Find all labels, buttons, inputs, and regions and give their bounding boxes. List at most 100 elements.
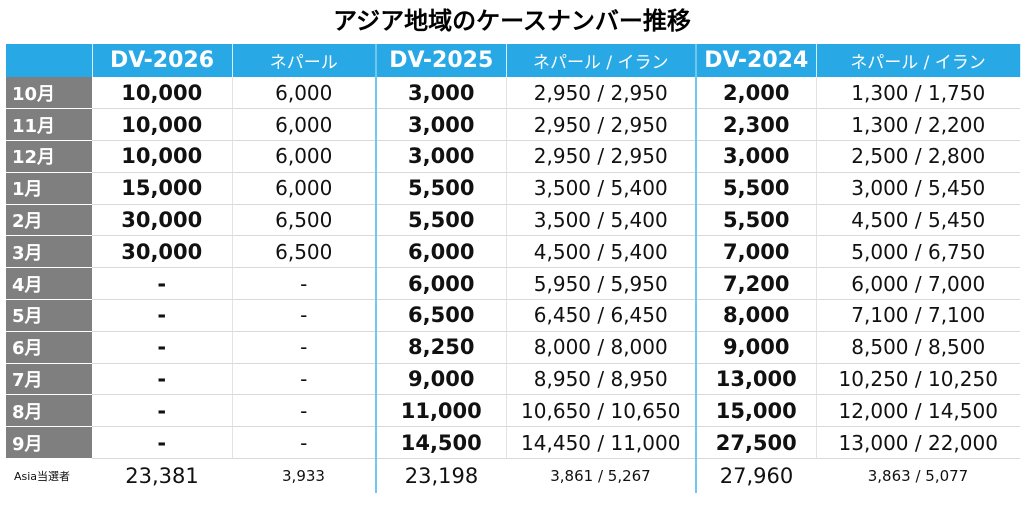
dv-2024-cell: 15,000 — [695, 394, 817, 428]
footer-nepal-2026: 3,933 — [282, 466, 325, 485]
header-nepal-2026: ネパール — [232, 44, 377, 77]
dv-2024-cell: 5,500 — [695, 204, 817, 237]
header-corner — [6, 44, 93, 77]
header-dv-2026: DV-2026 — [92, 44, 233, 77]
table-row: 9月 - -14,500 14,450 / 11,000 27,500 13,000 / … — [6, 426, 1020, 460]
month-cell: 4月 — [6, 267, 92, 301]
month-cell: 1月 — [6, 172, 92, 205]
dv-2024-cell: 5,500 — [695, 172, 817, 205]
header-row: DV-2026 ネパール DV-2025 ネパール / イラン DV-2024 … — [6, 44, 1021, 77]
nepal-2026-cell: - — [232, 426, 377, 460]
nepal-2026-cell: 6,000 — [232, 172, 377, 205]
dv-2025-cell: 6,000 — [375, 267, 507, 301]
nepal-2026-cell: 6,000 — [232, 108, 377, 142]
dv-2025-cell: 9,000 — [375, 363, 507, 396]
nepal-2026-cell: - — [232, 267, 377, 301]
dv-2025-cell: 6,000 — [375, 235, 507, 269]
nepal-iran-2024-cell: 1,300 / 2,200 — [816, 108, 1020, 142]
nepal-iran-2025-cell: 2,950 / 2,950 — [506, 140, 697, 173]
nepal-2026-cell: - — [232, 394, 377, 428]
dv-2024-cell: 27,500 — [695, 426, 817, 460]
nepal-2026-cell: - — [232, 299, 377, 332]
nepal-iran-2025-cell: 3,500 / 5,400 — [506, 204, 697, 237]
table-body: 10月 10,000 6,000 3,000 2,950 / 2,950 2,000 1,3… — [6, 77, 1020, 460]
nepal-2026-cell: 6,000 — [232, 140, 377, 173]
page-title: アジア地域のケースナンバー推移 — [333, 7, 691, 35]
dv-2026-cell: 10,000 — [92, 77, 233, 110]
nepal-iran-2024-cell: 3,000 / 5,450 — [816, 172, 1020, 205]
dv-2026-cell: - — [92, 394, 233, 428]
dv-2025-cell: 8,250 — [375, 331, 507, 364]
dv-2024-cell: 7,200 — [695, 267, 817, 301]
dv-2024-cell: 2,300 — [695, 108, 817, 142]
footer-row: Asia当選者 23,381 3,933 23,198 3,861 / 5,26… — [6, 458, 1020, 493]
dv-2026-cell: - — [92, 267, 233, 301]
nepal-iran-2024-cell: 13,000 / 22,000 — [816, 426, 1020, 460]
nepal-2026-cell: - — [232, 331, 377, 364]
dv-2026-cell: - — [92, 331, 233, 364]
table-row: 2月 30,000 6,500 5,500 3,500 / 5,400 5,500 4,50… — [6, 204, 1020, 237]
dv-2025-cell: 3,000 — [375, 77, 507, 110]
dv-2025-cell: 11,000 — [375, 394, 507, 428]
dv-2024-cell: 13,000 — [695, 363, 817, 396]
nepal-iran-2025-cell: 5,950 / 5,950 — [506, 267, 697, 301]
dv-2026-cell: - — [92, 363, 233, 396]
nepal-iran-2024-cell: 10,250 / 10,250 — [816, 363, 1020, 396]
month-cell: 8月 — [6, 394, 92, 428]
month-cell: 5月 — [6, 299, 92, 332]
month-cell: 11月 — [6, 108, 92, 142]
footer-dv-2024: 27,960 — [695, 458, 816, 493]
nepal-iran-2025-cell: 8,000 / 8,000 — [506, 331, 697, 364]
nepal-iran-2025-cell: 8,950 / 8,950 — [506, 363, 697, 396]
footer-nepal-iran-2025: 3,861 / 5,267 — [550, 466, 651, 485]
nepal-iran-2024-cell: 8,500 / 8,500 — [816, 331, 1020, 364]
nepal-2026-cell: 6,500 — [232, 204, 377, 237]
table-row: 8月 - -11,000 10,650 / 10,650 15,000 12,000 / … — [6, 394, 1020, 428]
nepal-2026-cell: 6,500 — [232, 235, 377, 269]
table-row: 11月 10,000 6,000 3,000 2,950 / 2,950 2,300 1,3… — [6, 108, 1020, 142]
month-cell: 3月 — [6, 235, 92, 269]
nepal-2026-cell: 6,000 — [232, 77, 377, 110]
table-row: 10月 10,000 6,000 3,000 2,950 / 2,950 2,000 1,3… — [6, 77, 1020, 110]
table-row: 5月 - -6,500 6,450 / 6,450 8,000 7,100 / 7,100 — [6, 299, 1020, 332]
table-row: 12月 10,000 6,000 3,000 2,950 / 2,950 3,000 2,5… — [6, 140, 1020, 173]
nepal-iran-2025-cell: 14,450 / 11,000 — [506, 426, 697, 460]
month-cell: 6月 — [6, 331, 92, 364]
table-row: 7月 - -9,000 8,950 / 8,950 13,000 10,250 / 10,… — [6, 363, 1020, 396]
dv-2024-cell: 3,000 — [695, 140, 817, 173]
month-cell: 10月 — [6, 77, 92, 110]
dv-2026-cell: 10,000 — [92, 140, 233, 173]
dv-2026-cell: 10,000 — [92, 108, 233, 142]
month-cell: 9月 — [6, 426, 92, 460]
nepal-iran-2024-cell: 1,300 / 1,750 — [816, 77, 1020, 110]
nepal-iran-2024-cell: 2,500 / 2,800 — [816, 140, 1020, 173]
nepal-iran-2025-cell: 2,950 / 2,950 — [506, 77, 697, 110]
nepal-2026-cell: - — [232, 363, 377, 396]
nepal-iran-2024-cell: 12,000 / 14,500 — [816, 394, 1020, 428]
table-row: 4月 - -6,000 5,950 / 5,950 7,200 6,000 / 7,000 — [6, 267, 1020, 301]
dv-2024-cell: 8,000 — [695, 299, 817, 332]
case-number-table: DV-2026 ネパール DV-2025 ネパール / イラン DV-2024 … — [6, 44, 1021, 493]
dv-2026-cell: 30,000 — [92, 235, 233, 269]
dv-2026-cell: 15,000 — [92, 172, 233, 205]
dv-2025-cell: 14,500 — [375, 426, 507, 460]
footer-nepal-iran-2024: 3,863 / 5,077 — [867, 466, 969, 485]
nepal-iran-2025-cell: 2,950 / 2,950 — [506, 108, 697, 142]
nepal-iran-2024-cell: 5,000 / 6,750 — [816, 235, 1020, 269]
dv-2025-cell: 6,500 — [375, 299, 507, 332]
table-row: 3月 30,000 6,500 6,000 4,500 / 5,400 7,000 5,00… — [6, 235, 1020, 269]
dv-2025-cell: 3,000 — [375, 140, 507, 173]
header-nepal-iran-2025: ネパール / イラン — [506, 44, 697, 77]
nepal-iran-2024-cell: 4,500 / 5,450 — [816, 204, 1020, 237]
nepal-iran-2025-cell: 4,500 / 5,400 — [506, 235, 697, 269]
nepal-iran-2025-cell: 3,500 / 5,400 — [506, 172, 697, 205]
month-cell: 2月 — [6, 204, 92, 237]
footer-dv-2026: 23,381 — [125, 463, 199, 488]
table-row: 1月 15,000 6,000 5,500 3,500 / 5,400 5,500 3,00… — [6, 172, 1020, 205]
dv-2026-cell: - — [92, 299, 233, 332]
nepal-iran-2024-cell: 6,000 / 7,000 — [816, 267, 1020, 301]
month-cell: 12月 — [6, 140, 92, 173]
header-nepal-iran-2024: ネパール / イラン — [816, 44, 1021, 77]
dv-2026-cell: - — [92, 426, 233, 460]
footer-dv-2025: 23,198 — [375, 458, 506, 493]
